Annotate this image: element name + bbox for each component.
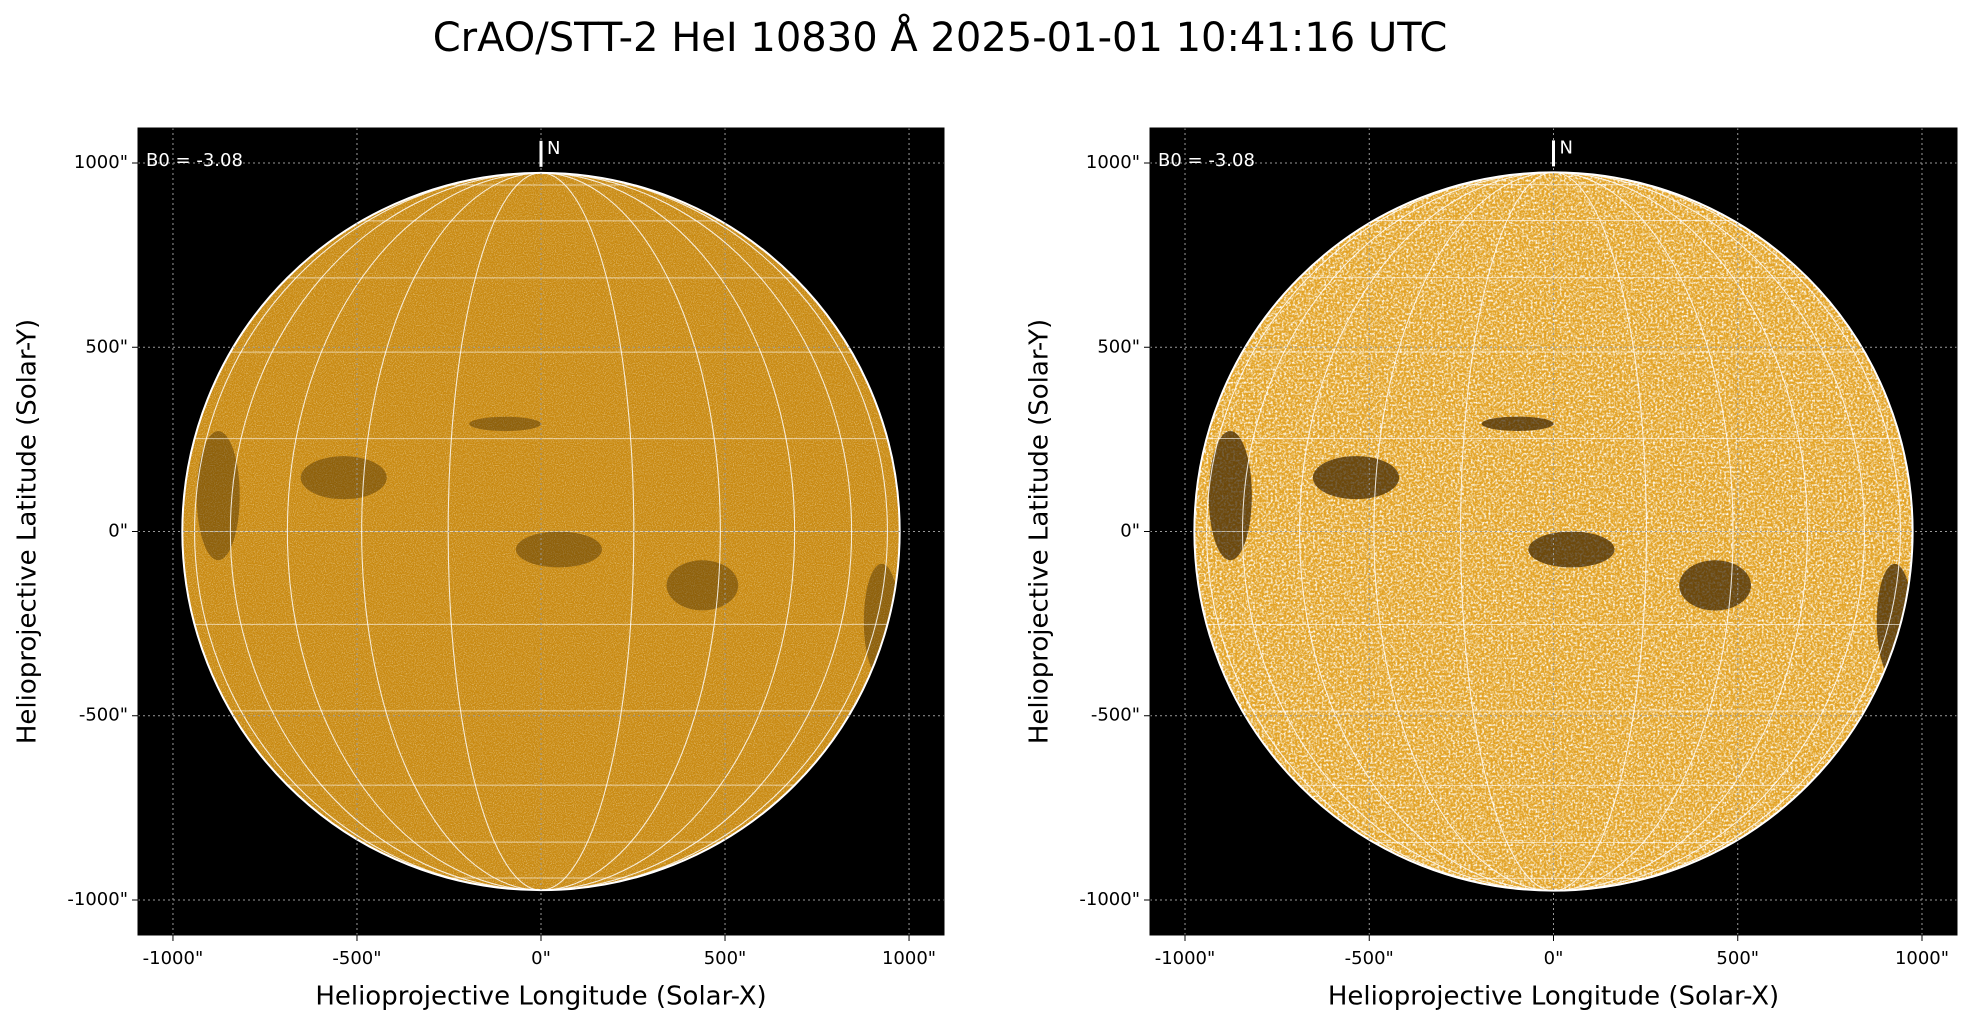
dark-feature [196, 431, 240, 561]
meridian [1299, 172, 1808, 891]
y-tick-label: -1000" [67, 889, 128, 910]
y-tick-label: 1000" [74, 152, 128, 173]
x-tick-label: 500" [1716, 948, 1759, 969]
solar-disk [182, 172, 900, 891]
x-tick-label: -500" [332, 948, 381, 969]
dark-feature [1528, 531, 1615, 568]
dark-feature [300, 456, 387, 500]
y-tick-label: 500" [1097, 336, 1140, 357]
y-tick-label: 1000" [1086, 152, 1140, 173]
dark-feature [1312, 456, 1400, 500]
b0-annotation: B0 = -3.08 [146, 150, 243, 171]
x-tick-label: 500" [704, 948, 747, 969]
dark-feature [469, 416, 541, 432]
dark-feature [1481, 416, 1554, 431]
y-tick-label: 500" [85, 336, 128, 357]
meridian [1241, 172, 1866, 891]
panel: -1000" -500" 0" 500" 1000" -1000" -500" 0" 500" 1… [13, 127, 945, 1012]
x-tick-label: -500" [1345, 948, 1394, 969]
x-tick-label: -1000" [1155, 948, 1216, 969]
y-tick-label: -500" [79, 705, 128, 726]
north-label: N [1560, 137, 1573, 158]
x-tick-label: 1000" [882, 948, 936, 969]
x-axis-label: Helioprojective Longitude (Solar-X) [315, 982, 766, 1012]
y-axis-label: Helioprojective Latitude (Solar-Y) [13, 319, 43, 744]
x-tick-label: -1000" [143, 948, 204, 969]
x-tick-label: 1000" [1895, 948, 1949, 969]
north-label: N [547, 138, 560, 159]
y-axis-label: Helioprojective Latitude (Solar-Y) [1025, 319, 1055, 744]
y-tick-label: 0" [1120, 521, 1140, 542]
meridian [1373, 172, 1734, 891]
y-tick-label: -1000" [1079, 889, 1140, 910]
dark-feature [1208, 430, 1252, 561]
meridian [229, 172, 853, 891]
limb [1193, 171, 1914, 892]
figure-title: CrAO/STT-2 HeI 10830 Å 2025-01-01 10:41:… [433, 13, 1448, 61]
x-tick-label: 0" [1544, 948, 1564, 969]
y-tick-label: 0" [108, 521, 128, 542]
dark-feature [515, 531, 602, 568]
dark-feature [666, 560, 739, 611]
solar-disk [1194, 172, 1913, 891]
dark-feature [1679, 560, 1752, 611]
x-axis-label: Helioprojective Longitude (Solar-X) [1328, 982, 1779, 1012]
meridian [361, 172, 721, 891]
panel: -1000" -500" 0" 500" 1000" -1000" -500" 0" 500" 1… [1025, 127, 1958, 1012]
b0-annotation: B0 = -3.08 [1158, 150, 1255, 171]
y-tick-label: -500" [1091, 705, 1140, 726]
x-tick-label: 0" [531, 948, 551, 969]
